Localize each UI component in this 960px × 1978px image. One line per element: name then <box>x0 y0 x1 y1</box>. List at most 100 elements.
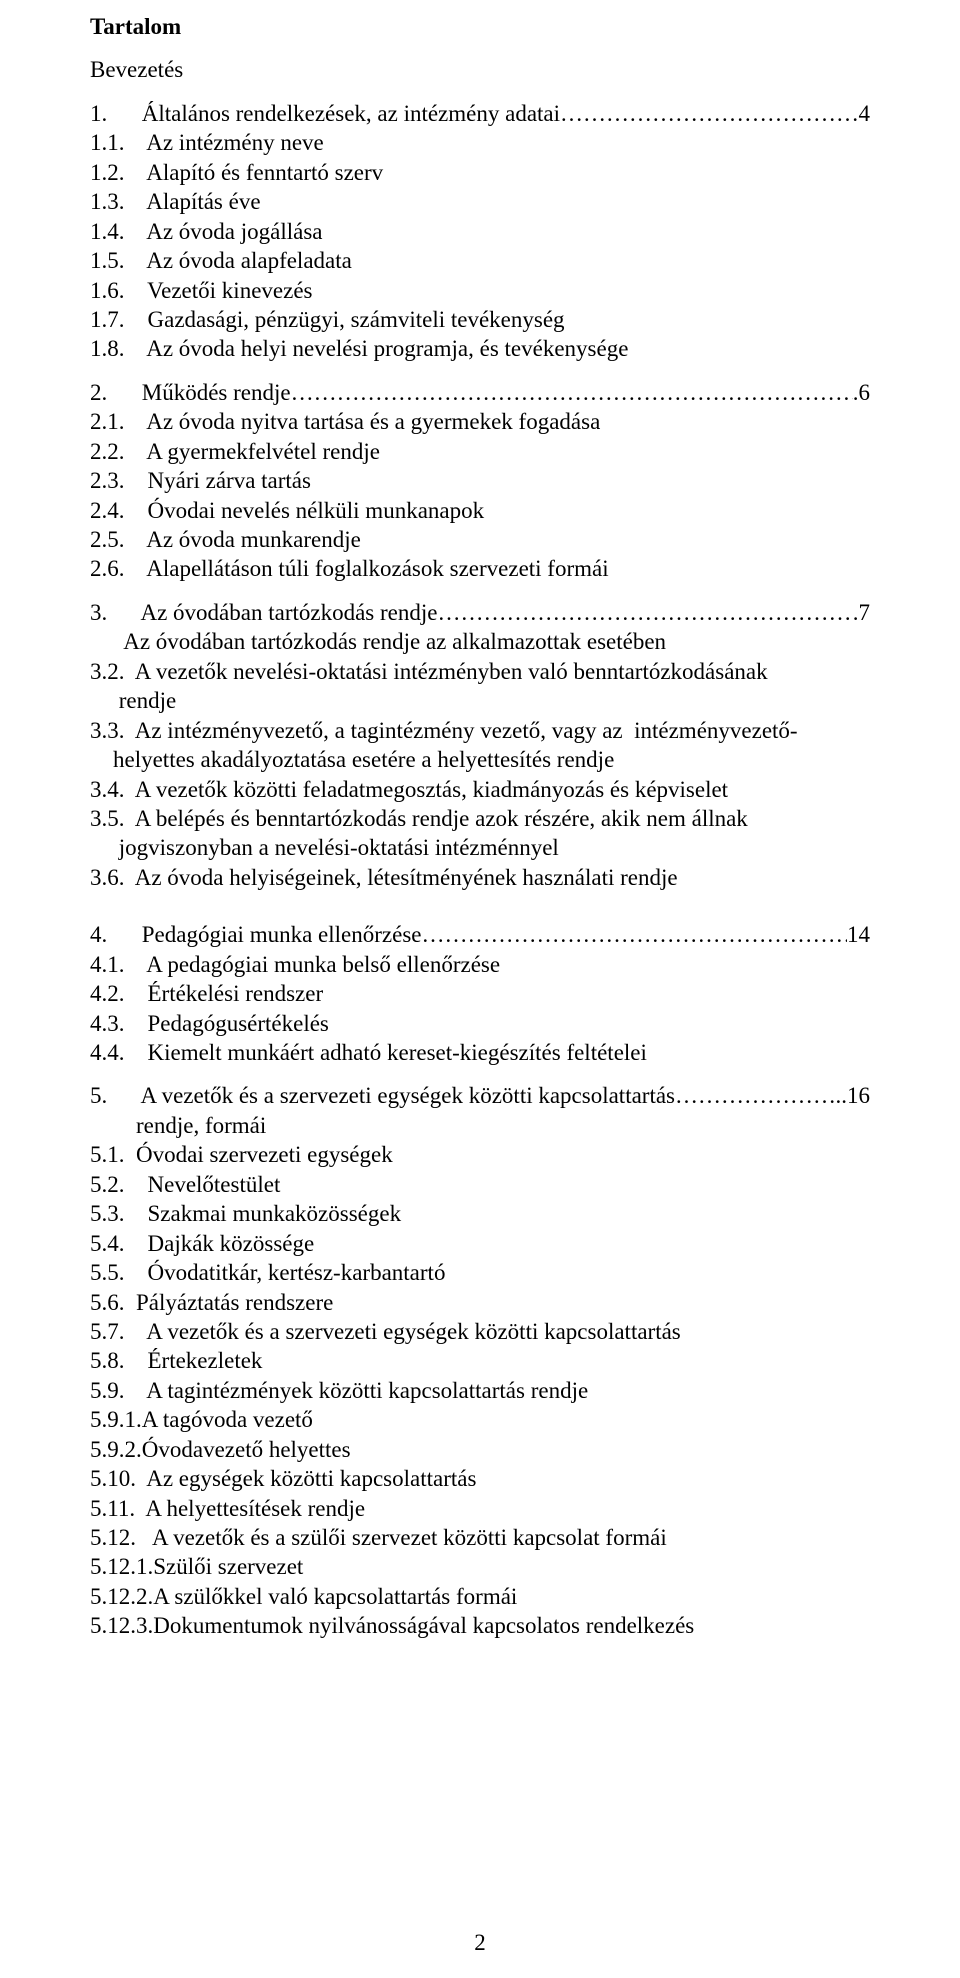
toc-entry: 5.8. Értekezletek <box>90 1346 262 1375</box>
toc-entry: 1.8. Az óvoda helyi nevelési programja, … <box>90 334 628 363</box>
toc-line: 4.1. A pedagógiai munka belső ellenőrzés… <box>90 950 870 979</box>
toc-entry: 1.4. Az óvoda jogállása <box>90 217 323 246</box>
toc-line: 4. Pedagógiai munka ellenőrzése………………………… <box>90 920 870 949</box>
toc-entry: 2.6. Alapellátáson túli foglalkozások sz… <box>90 554 609 583</box>
toc-line: 3.6. Az óvoda helyiségeinek, létesítmény… <box>90 863 870 892</box>
toc-entry: 2.4. Óvodai nevelés nélküli munkanapok <box>90 496 484 525</box>
toc-line: rendje, formái <box>90 1111 870 1140</box>
toc-entry: 1.7. Gazdasági, pénzügyi, számviteli tev… <box>90 305 565 334</box>
toc-leader: …………………………………………………………………………………………………………… <box>560 99 858 128</box>
toc-line: 4.4. Kiemelt munkáért adható kereset-kie… <box>90 1038 870 1067</box>
toc-line: 5.12. A vezetők és a szülői szervezet kö… <box>90 1523 870 1552</box>
toc-block-1: 1. Általános rendelkezések, az intézmény… <box>90 99 870 364</box>
toc-block-3: 3. Az óvodában tartózkodás rendje…………………… <box>90 598 870 892</box>
toc-line: 1.1. Az intézmény neve <box>90 128 870 157</box>
toc-entry: 1.6. Vezetői kinevezés <box>90 276 312 305</box>
toc-entry: 1.5. Az óvoda alapfeladata <box>90 246 352 275</box>
toc-entry: 1.2. Alapító és fenntartó szerv <box>90 158 383 187</box>
toc-line: 2.4. Óvodai nevelés nélküli munkanapok <box>90 496 870 525</box>
toc-line: 5.12.2.A szülőkkel való kapcsolattartás … <box>90 1582 870 1611</box>
toc-entry: 2.5. Az óvoda munkarendje <box>90 525 361 554</box>
toc-block-4: 4. Pedagógiai munka ellenőrzése………………………… <box>90 920 870 1067</box>
document-page: Tartalom Bevezetés 1. Általános rendelke… <box>0 0 960 1978</box>
toc-entry: 4.2. Értékelési rendszer <box>90 979 323 1008</box>
page-number: 2 <box>0 1930 960 1956</box>
toc-line: 3.2. A vezetők nevelési-oktatási intézmé… <box>90 657 870 686</box>
toc-line: jogviszonyban a nevelési-oktatási intézm… <box>90 833 870 862</box>
toc-leader: …………………………………………………………………………………………………………… <box>675 1081 835 1110</box>
toc-line: 2.2. A gyermekfelvétel rendje <box>90 437 870 466</box>
toc-entry: 1. Általános rendelkezések, az intézmény… <box>90 99 560 128</box>
toc-line: 5.12.3.Dokumentumok nyilvánosságával kap… <box>90 1611 870 1640</box>
toc-line: 3.4. A vezetők közötti feladatmegosztás,… <box>90 775 870 804</box>
toc-line: 5.7. A vezetők és a szervezeti egységek … <box>90 1317 870 1346</box>
toc-line: 5.1. Óvodai szervezeti egységek <box>90 1140 870 1169</box>
toc-line: 1.2. Alapító és fenntartó szerv <box>90 158 870 187</box>
toc-leader: …………………………………………………………………………………………………………… <box>291 378 853 407</box>
toc-entry: 2.2. A gyermekfelvétel rendje <box>90 437 380 466</box>
toc-line: 5.2. Nevelőtestület <box>90 1170 870 1199</box>
toc-entry: 4.1. A pedagógiai munka belső ellenőrzés… <box>90 950 500 979</box>
toc-leader: …………………………………………………………………………………………………………… <box>437 598 852 627</box>
toc-line: 1.3. Alapítás éve <box>90 187 870 216</box>
toc-line: helyettes akadályoztatása esetére a hely… <box>90 745 870 774</box>
toc-line: 5.9. A tagintézmények közötti kapcsolatt… <box>90 1376 870 1405</box>
toc-entry: 5.2. Nevelőtestület <box>90 1170 280 1199</box>
toc-line: 4.2. Értékelési rendszer <box>90 979 870 1008</box>
toc-line: rendje <box>90 686 870 715</box>
toc-line: 5.9.2.Óvodavezető helyettes <box>90 1435 870 1464</box>
intro-line: Bevezetés <box>90 55 870 84</box>
toc-entry: 3. Az óvodában tartózkodás rendje <box>90 598 437 627</box>
toc-line: 5.3. Szakmai munkaközösségek <box>90 1199 870 1228</box>
toc-line: 1.7. Gazdasági, pénzügyi, számviteli tev… <box>90 305 870 334</box>
toc-line: 4.3. Pedagógusértékelés <box>90 1009 870 1038</box>
toc-leader: …………………………………………………………………………………………………………… <box>421 920 847 949</box>
toc-entry: 5.5. Óvodatitkár, kertész-karbantartó <box>90 1258 445 1287</box>
toc-page: 4 <box>859 99 871 128</box>
toc-line: 5.4. Dajkák közössége <box>90 1229 870 1258</box>
toc-line: 2.1. Az óvoda nyitva tartása és a gyerme… <box>90 407 870 436</box>
toc-line: 3.5. A belépés és benntartózkodás rendje… <box>90 804 870 833</box>
toc-heading: Tartalom <box>90 12 870 41</box>
toc-line: 2. Működés rendje……………………………………………………………… <box>90 378 870 407</box>
toc-line: 5. A vezetők és a szervezeti egységek kö… <box>90 1081 870 1110</box>
toc-line: 5.10. Az egységek közötti kapcsolattartá… <box>90 1464 870 1493</box>
toc-line: 3.3. Az intézményvezető, a tagintézmény … <box>90 716 870 745</box>
toc-line: 2.5. Az óvoda munkarendje <box>90 525 870 554</box>
toc-entry: 4.4. Kiemelt munkáért adható kereset-kie… <box>90 1038 647 1067</box>
toc-line: 5.12.1.Szülői szervezet <box>90 1552 870 1581</box>
toc-line: 1.5. Az óvoda alapfeladata <box>90 246 870 275</box>
toc-entry: 1.1. Az intézmény neve <box>90 128 324 157</box>
toc-line: 1. Általános rendelkezések, az intézmény… <box>90 99 870 128</box>
toc-entry: 5.4. Dajkák közössége <box>90 1229 314 1258</box>
toc-entry: 5.7. A vezetők és a szervezeti egységek … <box>90 1317 681 1346</box>
toc-line: 3. Az óvodában tartózkodás rendje…………………… <box>90 598 870 627</box>
toc-line: 1.6. Vezetői kinevezés <box>90 276 870 305</box>
toc-line: 2.3. Nyári zárva tartás <box>90 466 870 495</box>
toc-entry: 2.1. Az óvoda nyitva tartása és a gyerme… <box>90 407 600 436</box>
toc-line: 5.8. Értekezletek <box>90 1346 870 1375</box>
toc-line: 5.11. A helyettesítések rendje <box>90 1494 870 1523</box>
toc-block-5: 5. A vezetők és a szervezeti egységek kö… <box>90 1081 870 1640</box>
toc-entry: 2.3. Nyári zárva tartás <box>90 466 311 495</box>
toc-line: 2.6. Alapellátáson túli foglalkozások sz… <box>90 554 870 583</box>
toc-page: .6 <box>853 378 870 407</box>
toc-entry: 5.12. A vezetők és a szülői szervezet kö… <box>90 1523 667 1552</box>
toc-entry: 1.3. Alapítás éve <box>90 187 261 216</box>
toc-entry: 5. A vezetők és a szervezeti egységek kö… <box>90 1081 675 1110</box>
toc-block-2: 2. Működés rendje……………………………………………………………… <box>90 378 870 584</box>
toc-page: 14 <box>847 920 870 949</box>
toc-line: 5.6. Pályáztatás rendszere <box>90 1288 870 1317</box>
toc-entry: 4. Pedagógiai munka ellenőrzése <box>90 920 421 949</box>
toc-line: Az óvodában tartózkodás rendje az alkalm… <box>90 627 870 656</box>
toc-entry: 2. Működés rendje <box>90 378 291 407</box>
toc-line: 5.5. Óvodatitkár, kertész-karbantartó <box>90 1258 870 1287</box>
toc-line: 1.8. Az óvoda helyi nevelési programja, … <box>90 334 870 363</box>
toc-entry: 5.3. Szakmai munkaközösségek <box>90 1199 401 1228</box>
toc-page: ..16 <box>836 1081 871 1110</box>
toc-line: 1.4. Az óvoda jogállása <box>90 217 870 246</box>
toc-entry: 4.3. Pedagógusértékelés <box>90 1009 329 1038</box>
toc-page: .7 <box>853 598 870 627</box>
toc-line: 5.9.1.A tagóvoda vezető <box>90 1405 870 1434</box>
toc-entry: 5.9. A tagintézmények közötti kapcsolatt… <box>90 1376 588 1405</box>
